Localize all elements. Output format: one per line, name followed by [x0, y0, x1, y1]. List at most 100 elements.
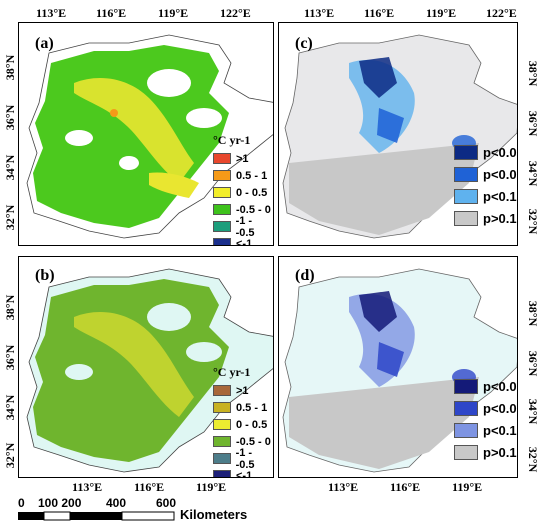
legend-label: -0.5 - 0 [236, 435, 271, 448]
lon-tick-top-left-119: 119°E [158, 6, 189, 20]
trend-legend-b-row: 0 - 0.5 [213, 416, 273, 433]
legend-swatch [454, 400, 478, 416]
legend-swatch [213, 402, 231, 413]
trend-legend-a-row: 0 - 0.5 [213, 184, 273, 201]
grey-south-d [289, 377, 479, 469]
lat-tick-a-36: 36°N [3, 104, 18, 131]
trend-legend-b-row: <-1 [213, 467, 273, 478]
legend-label: -1 - -0.5 [235, 214, 255, 239]
white-gap-a-1 [147, 69, 191, 97]
legend-label: -0.5 - 0 [236, 203, 271, 216]
sig-legend-d-row: p<0.05 [454, 397, 517, 419]
sig-legend-c: p<0.01 p<0.05 p<0.1 p>0.1 [454, 141, 517, 229]
legend-swatch [213, 153, 231, 164]
legend-label: -1 - -0.5 [235, 446, 255, 471]
scale-tick-400: 400 [106, 496, 127, 510]
sig-legend-c-row: p<0.1 [454, 185, 517, 207]
panel-c-frame: (c) p<0.01 p<0.05 p<0.1 p>0.1 [278, 22, 518, 246]
sig-legend-d-row: p>0.1 [454, 441, 517, 463]
lat-tick-b-34: 34°N [3, 394, 18, 421]
legend-label: p<0.01 [483, 378, 517, 394]
legend-label: 0.5 - 1 [236, 401, 268, 414]
legend-label: p<0.1 [483, 188, 517, 204]
panel-d-label: (d) [295, 267, 315, 284]
light-gap-b-1 [147, 303, 191, 331]
legend-swatch [213, 170, 231, 181]
scale-tick-600: 600 [156, 496, 177, 510]
white-gap-a-2 [186, 108, 222, 128]
legend-label: >1 [236, 152, 249, 165]
legend-label: 0 - 0.5 [236, 186, 268, 199]
trend-legend-a-row: 0.5 - 1 [213, 167, 273, 184]
yellow-band-a [74, 78, 194, 183]
trend-legend-b-title: °C yr-1 [213, 365, 251, 379]
legend-swatch [213, 221, 231, 232]
trend-legend-a: °C yr-1 >1 0.5 - 1 0 - 0.5 -0.5 - 0 -1 -… [213, 133, 273, 246]
legend-swatch [213, 385, 231, 396]
lat-tick-a-38: 38°N [3, 54, 18, 81]
legend-label: 0 - 0.5 [236, 418, 268, 431]
legend-swatch [454, 166, 478, 182]
lat-tick-c-38: 38°N [526, 60, 541, 87]
legend-swatch [454, 144, 478, 160]
trend-legend-b: °C yr-1 >1 0.5 - 1 0 - 0.5 -0.5 - 0 -1 -… [213, 365, 273, 478]
lon-tick-bottom-right-119: 119°E [452, 480, 483, 494]
legend-label: <-1 [236, 469, 253, 478]
map-panel-c [282, 34, 517, 239]
legend-swatch [213, 453, 231, 464]
lon-tick-top-left-116: 116°E [96, 6, 127, 20]
lon-tick-top-right-116: 116°E [364, 6, 395, 20]
scale-tick-0: 0 [18, 496, 25, 510]
panel-c-label: (c) [295, 35, 313, 52]
map-panel-b [26, 268, 273, 473]
light-gap-b-2 [186, 342, 222, 362]
panel-a-frame: (a) °C yr-1 >1 0.5 - 1 0 - 0.5 -0.5 - 0 … [18, 22, 274, 246]
scale-bar-graphic [18, 511, 175, 521]
white-gap-a-3 [65, 130, 93, 146]
lat-tick-b-32: 32°N [3, 442, 18, 469]
grey-south-c [289, 143, 479, 235]
sig-legend-d-row: p<0.1 [454, 419, 517, 441]
panel-b-label: (b) [35, 267, 55, 284]
legend-swatch [213, 419, 231, 430]
legend-swatch [454, 210, 478, 226]
legend-swatch [213, 204, 231, 215]
orange-spot-a [110, 109, 118, 117]
map-panel-a [26, 34, 273, 239]
trend-legend-a-row: <-1 [213, 235, 273, 246]
trend-legend-b-row: -1 - -0.5 [213, 447, 273, 471]
lon-tick-top-right-113: 113°E [304, 6, 335, 20]
legend-swatch [454, 444, 478, 460]
legend-label: p<0.05 [483, 400, 517, 416]
lat-tick-c-34: 34°N [526, 160, 541, 187]
legend-swatch [213, 470, 231, 477]
trend-legend-a-row: -1 - -0.5 [213, 215, 273, 239]
lon-tick-top-left-113: 113°E [36, 6, 67, 20]
light-gap-b-3 [65, 364, 93, 380]
legend-label: p>0.1 [483, 210, 517, 226]
yellow-band-b [74, 312, 194, 417]
panel-d-frame: (d) p<0.01 p<0.05 p<0.1 p>0.1 [278, 256, 518, 478]
legend-swatch [454, 188, 478, 204]
legend-label: <-1 [236, 237, 253, 246]
sig-legend-c-row: p>0.1 [454, 207, 517, 229]
lat-tick-d-32: 32°N [526, 446, 541, 473]
legend-swatch [213, 238, 231, 245]
legend-label: p<0.05 [483, 166, 517, 182]
trend-legend-a-title: °C yr-1 [213, 133, 251, 147]
lon-tick-bottom-left-119: 119°E [196, 480, 227, 494]
white-gap-a-4 [119, 156, 139, 170]
lat-tick-c-36: 36°N [526, 110, 541, 137]
map-panel-d [282, 268, 517, 473]
sig-legend-d: p<0.01 p<0.05 p<0.1 p>0.1 [454, 375, 517, 463]
lon-tick-bottom-right-116: 116°E [390, 480, 421, 494]
dark-blue-d [359, 291, 397, 332]
lat-tick-d-38: 38°N [526, 300, 541, 327]
sig-legend-c-row: p<0.05 [454, 163, 517, 185]
trend-legend-b-row: >1 [213, 382, 273, 399]
legend-label: p<0.01 [483, 144, 517, 160]
legend-label: p<0.1 [483, 422, 517, 438]
lat-tick-c-32: 32°N [526, 208, 541, 235]
legend-label: >1 [236, 384, 249, 397]
lat-tick-a-34: 34°N [3, 154, 18, 181]
